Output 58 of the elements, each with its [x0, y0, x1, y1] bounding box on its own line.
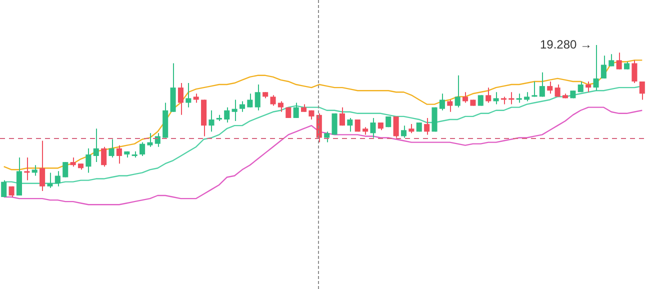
candlestick [462, 92, 468, 104]
candlestick [62, 162, 68, 178]
candlestick [324, 131, 330, 143]
candlestick [32, 164, 38, 176]
candlestick [270, 94, 276, 106]
candlestick [293, 102, 299, 118]
candlestick [140, 142, 146, 156]
candlestick [408, 124, 414, 134]
candlestick [608, 54, 614, 67]
candlestick [254, 84, 260, 111]
candlestick [454, 74, 460, 108]
candlestick [516, 93, 522, 104]
candlestick [86, 148, 92, 174]
candlestick [486, 87, 492, 104]
candlestick [493, 92, 499, 105]
candlestick [93, 128, 99, 163]
candlestick [532, 80, 538, 98]
candlestick [393, 116, 399, 138]
candlestick [116, 144, 122, 164]
candlestick [47, 172, 53, 188]
candlestick [186, 82, 192, 108]
candlestick [539, 72, 545, 98]
candlestick [400, 125, 407, 138]
candlestick [108, 138, 114, 158]
candlestick [339, 106, 345, 126]
candlestick [547, 80, 553, 94]
candlestick [101, 146, 107, 168]
candlestick [154, 132, 160, 148]
candlestick [70, 157, 76, 168]
candlestick [224, 106, 230, 124]
candlestick [232, 99, 238, 122]
candlestick [40, 140, 46, 192]
candlestick [439, 93, 445, 111]
candlestick [600, 55, 606, 79]
candlestick [586, 80, 592, 93]
candlestick [193, 93, 199, 104]
candlestick [54, 170, 60, 187]
candlestick [478, 94, 484, 106]
candlestick [247, 93, 253, 108]
annotation: 19.280 → [540, 37, 592, 52]
candlestick [278, 100, 284, 112]
candlestick [639, 80, 645, 100]
candlestick [147, 132, 153, 148]
candlestick [208, 110, 214, 132]
candlestick [424, 117, 430, 136]
candlestick [239, 100, 246, 112]
candlestick [616, 52, 622, 70]
candlestick [524, 92, 530, 102]
candlestick [508, 92, 514, 105]
candlestick [1, 180, 7, 198]
candlestick [24, 157, 30, 181]
candlestick [554, 84, 560, 98]
candlestick [447, 99, 453, 112]
candlestick [632, 60, 638, 84]
candlestick [178, 82, 184, 116]
candlestick [347, 117, 353, 132]
candlestick [370, 117, 376, 138]
candlestick [593, 44, 599, 92]
